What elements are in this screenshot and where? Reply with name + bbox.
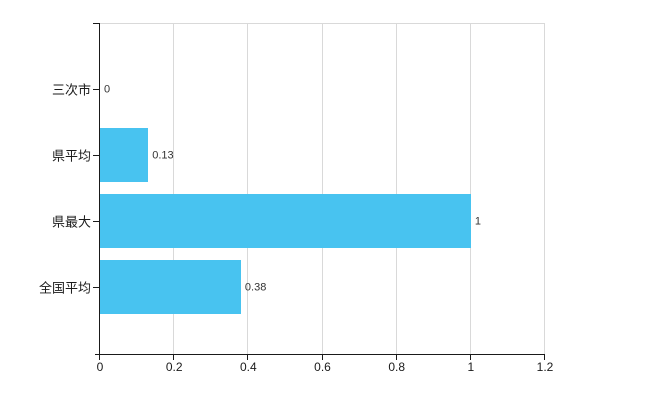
bar-value-label: 0.38 [244, 281, 267, 294]
x-tick-1 [469, 355, 471, 360]
bar-3 [100, 194, 471, 248]
y-tick-1 [93, 89, 99, 90]
bar-value-label: 1 [474, 215, 481, 228]
gridline-x-0.6 [321, 23, 323, 354]
x-axis-line [95, 354, 545, 355]
category-label: 県平均 [51, 148, 91, 164]
x-tick-label: 1.2 [536, 360, 554, 374]
category-label: 県最大 [51, 214, 91, 230]
gridline-x-1 [469, 23, 471, 354]
x-tick-label: 0 [96, 360, 104, 374]
x-tick-0.4 [247, 355, 249, 360]
y-tick-4 [93, 287, 99, 288]
x-tick-label: 0.6 [314, 360, 331, 374]
x-tick-0.6 [321, 355, 323, 360]
plot-top-border [100, 23, 545, 24]
bar-value-label: 0.13 [152, 149, 174, 162]
bar-value-label: 0 [104, 83, 111, 96]
y-tick-2 [93, 155, 99, 156]
x-tick-label: 0.8 [388, 360, 405, 374]
category-label: 全国平均 [38, 280, 91, 296]
y-tick-3 [93, 221, 99, 222]
bar-2 [100, 128, 149, 182]
x-tick-label: 1 [467, 360, 475, 374]
x-tick-label: 0.4 [239, 360, 257, 374]
gridline-x-0.4 [247, 23, 249, 354]
y-axis-top-tick [93, 23, 99, 24]
category-label: 三次市 [51, 82, 91, 98]
bar-4 [100, 260, 241, 314]
x-tick-0 [99, 355, 100, 360]
gridline-x-0.2 [173, 23, 175, 354]
gridline-x-1.2 [544, 23, 545, 354]
x-tick-label: 0.2 [165, 360, 183, 374]
y-axis-line [99, 23, 100, 355]
gridline-x-0.8 [395, 23, 397, 354]
plot-area: 0 0.2 0.4 0.6 0.8 1 1.2 三次市 0 県平均 0.13 県最大 1 全国平均 0.38 [39, 23, 553, 373]
x-tick-0.8 [395, 355, 397, 360]
x-tick-0.2 [173, 355, 175, 360]
x-tick-1.2 [544, 355, 545, 360]
